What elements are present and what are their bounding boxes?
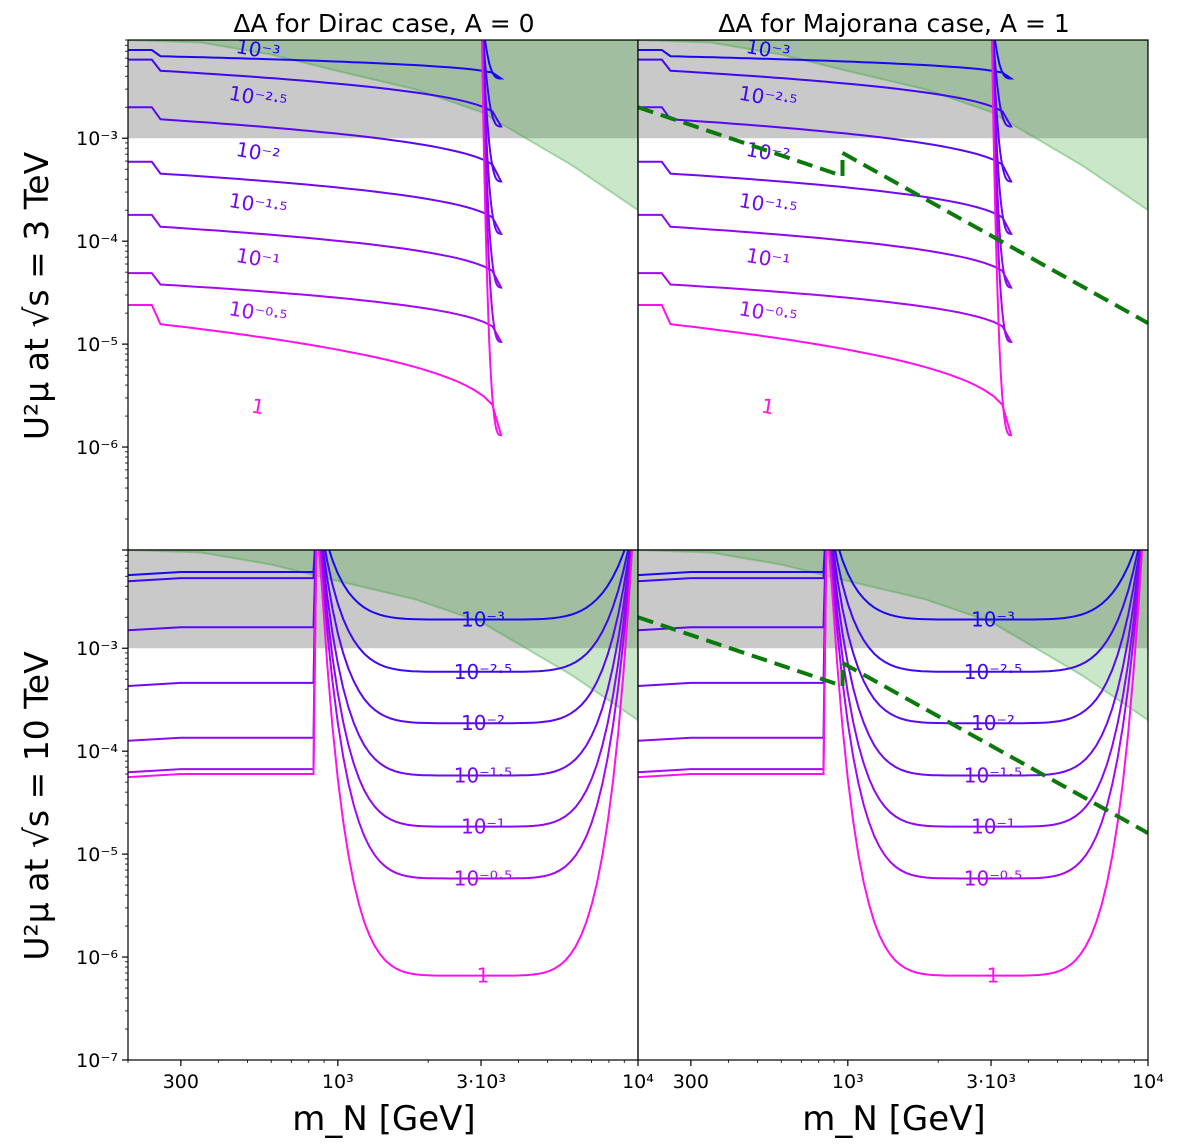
contour-label: 1 — [250, 394, 267, 420]
panel-2: 10⁻³ 10⁻²·⁵ 10⁻² 10⁻¹·⁵ 10⁻¹ 10⁻⁰·⁵ 1 — [128, 550, 638, 988]
y-tick-label: 10⁻³ — [76, 128, 118, 150]
contour-line — [128, 550, 634, 977]
contour-line — [638, 40, 1013, 343]
contour-line — [638, 40, 1013, 236]
y-tick-label: 10⁻⁷ — [76, 1050, 118, 1072]
contour-line — [128, 40, 503, 236]
contour-line — [638, 550, 1136, 621]
xlabel-right: m_N [GeV] — [802, 1099, 985, 1139]
title-majorana: ΔA for Majorana case, A = 1 — [718, 9, 1070, 38]
green-dashed-line — [841, 661, 1148, 835]
x-tick-label: 300 — [673, 1071, 709, 1093]
contour-line — [638, 550, 1143, 880]
x-tick-label: 10⁴ — [622, 1071, 654, 1093]
contour-line — [128, 550, 633, 828]
green-excluded-region — [128, 550, 638, 722]
x-tick-label: 10⁴ — [1132, 1071, 1164, 1093]
green-dashed-line — [638, 615, 844, 688]
panel-frame — [637, 549, 1149, 1061]
contour-label: 10⁻²·⁵ — [964, 660, 1022, 684]
contour-line — [638, 40, 1013, 289]
contour-line — [128, 40, 503, 343]
contour-line — [638, 40, 1013, 183]
y-tick-label: 10⁻⁴ — [76, 741, 118, 763]
contour-label: 10⁻¹ — [461, 815, 505, 839]
contour-line — [128, 550, 630, 673]
contour-line — [128, 40, 503, 437]
y-tick-label: 10⁻⁶ — [76, 947, 118, 969]
green-excluded-region — [638, 550, 1148, 722]
green-excluded-region — [638, 40, 1148, 212]
title-dirac: ΔA for Dirac case, A = 0 — [233, 9, 534, 38]
green-dashed-line — [638, 105, 844, 178]
contour-label: 10⁻³ — [461, 608, 505, 632]
contour-line — [128, 550, 631, 725]
green-excluded-region — [128, 40, 638, 212]
contour-line — [128, 40, 503, 183]
contour-label: 10⁻¹·⁵ — [454, 764, 512, 788]
xlabel-left: m_N [GeV] — [292, 1099, 475, 1139]
contour-line — [128, 40, 505, 80]
contour-label: 1 — [760, 394, 777, 420]
gray-excluded-region — [128, 550, 638, 649]
panels: 10⁻³ 10⁻²·⁵ 10⁻² 10⁻¹·⁵ 10⁻¹ 10⁻⁰·⁵ 1 10⁻⁶ 10⁻⁵ 1… — [76, 39, 1164, 1093]
contour-line — [638, 550, 1141, 725]
contour-line — [128, 40, 503, 289]
panel-3: 10⁻³ 10⁻²·⁵ 10⁻² 10⁻¹·⁵ 10⁻¹ 10⁻⁰·⁵ 1 — [638, 550, 1148, 988]
y-tick-label: 10⁻⁵ — [76, 334, 118, 356]
x-tick-label: 3·10³ — [966, 1071, 1016, 1093]
contour-line — [638, 40, 1015, 80]
x-tick-label: 3·10³ — [456, 1071, 506, 1093]
contour-line — [638, 40, 1013, 128]
y-tick-label: 10⁻⁶ — [76, 437, 118, 459]
gray-excluded-region — [638, 550, 1148, 649]
x-tick-label: 10³ — [832, 1071, 864, 1093]
contour-line — [638, 550, 1143, 828]
contour-label: 10⁻³ — [971, 608, 1015, 632]
y-tick-label: 10⁻⁴ — [76, 231, 118, 253]
contour-line — [128, 550, 633, 880]
contour-label: 1 — [477, 964, 490, 988]
contour-label: 10⁻¹ — [971, 815, 1015, 839]
x-tick-label: 300 — [163, 1071, 199, 1093]
panel-0: 10⁻³10⁻²·⁵10⁻²10⁻¹·⁵10⁻¹10⁻⁰·⁵1 — [128, 40, 638, 437]
y-tick-label: 10⁻⁵ — [76, 844, 118, 866]
contour-line — [638, 40, 1013, 437]
contour-label: 10⁻⁰·⁵ — [964, 866, 1022, 890]
contour-label: 10⁻² — [971, 711, 1015, 735]
contour-label: 10⁻² — [461, 711, 505, 735]
contour-label: 1 — [987, 964, 1000, 988]
panel-1: 10⁻³10⁻²·⁵10⁻²10⁻¹·⁵10⁻¹10⁻⁰·⁵1 — [638, 40, 1148, 437]
contour-line — [128, 40, 503, 128]
contour-label: 10⁻¹·⁵ — [964, 764, 1022, 788]
ylabel-3tev: U²μ at √s = 3 TeV — [17, 151, 56, 440]
y-tick-label: 10⁻³ — [76, 638, 118, 660]
green-dashed-line — [841, 151, 1148, 325]
contour-line — [128, 550, 626, 621]
contour-label: 10⁻²·⁵ — [454, 660, 512, 684]
contour-line — [128, 550, 632, 777]
contour-label: 10⁻⁰·⁵ — [454, 866, 512, 890]
contour-line — [638, 550, 1142, 777]
x-tick-label: 10³ — [322, 1071, 354, 1093]
ylabel-10tev: U²μ at √s = 10 TeV — [17, 651, 56, 961]
contour-line — [638, 550, 1140, 673]
contour-line — [638, 550, 1144, 977]
